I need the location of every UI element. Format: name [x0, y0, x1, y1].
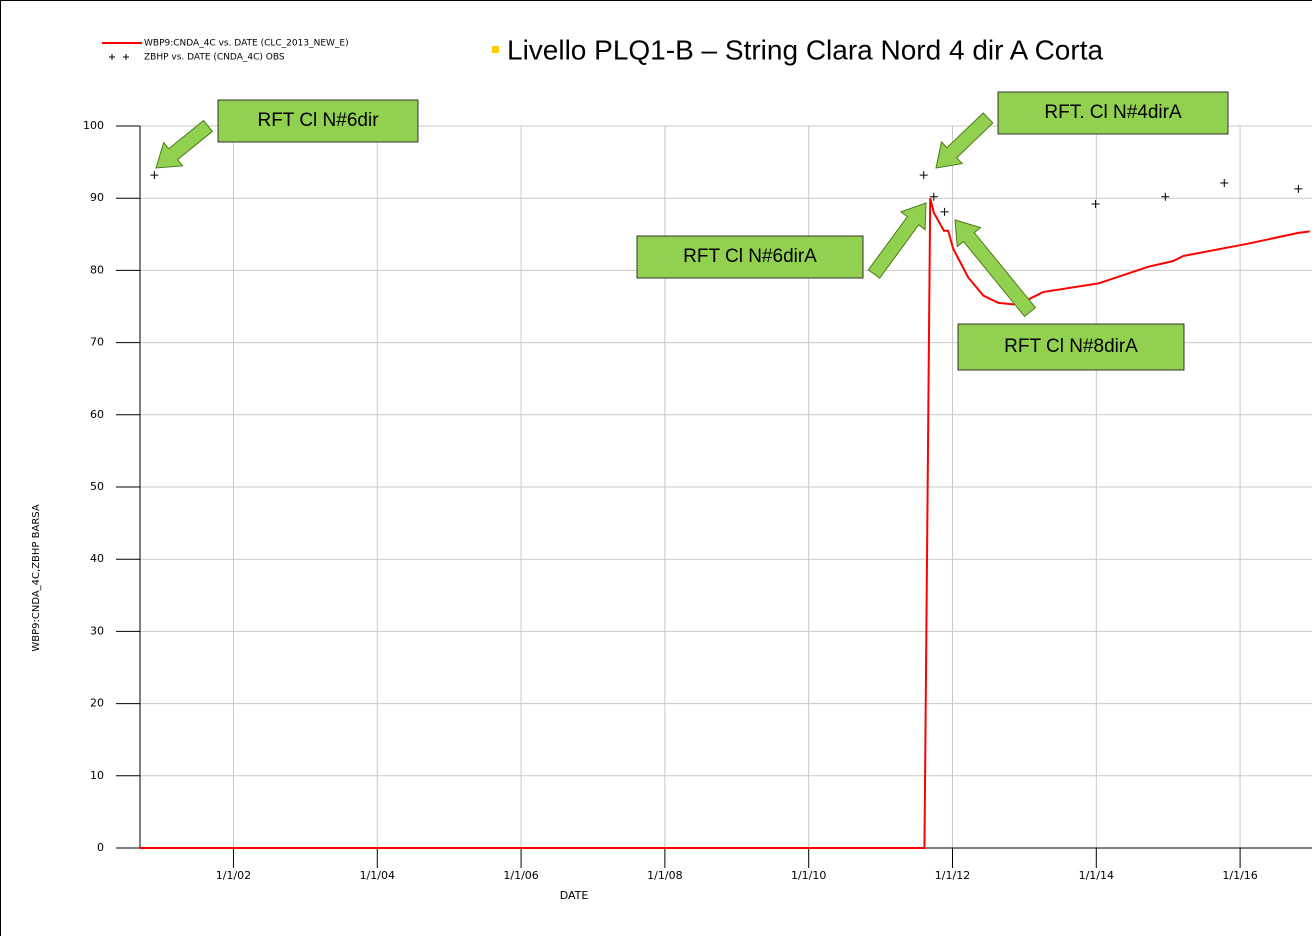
- y-tick-label: 20: [90, 697, 104, 710]
- annotation-box: [997, 91, 1229, 135]
- x-tick-label: 1/1/14: [1079, 869, 1114, 882]
- obs-point: [1294, 184, 1303, 193]
- annotation-box: [217, 99, 419, 143]
- obs-point: [919, 171, 928, 180]
- y-tick-label: 60: [90, 408, 104, 421]
- y-tick-label: 10: [90, 769, 104, 782]
- annotation-box: [957, 323, 1185, 371]
- x-tick-label: 1/1/16: [1222, 869, 1257, 882]
- legend-swatch: [123, 54, 129, 60]
- annotation-arrow: [954, 219, 1037, 318]
- y-tick-label: 100: [83, 119, 104, 132]
- obs-point: [1161, 192, 1170, 201]
- obs-point: [1220, 179, 1229, 188]
- x-tick-label: 1/1/04: [360, 869, 395, 882]
- legend-swatch: [109, 54, 115, 60]
- y-tick-label: 50: [90, 480, 104, 493]
- data-line: [140, 197, 1310, 849]
- annotation-arrow: [155, 119, 214, 169]
- annotation-arrow: [867, 202, 927, 279]
- annotation-box: [636, 235, 864, 279]
- x-tick-label: 1/1/06: [503, 869, 538, 882]
- x-tick-label: 1/1/12: [935, 869, 970, 882]
- obs-point: [940, 207, 949, 216]
- x-axis-label: DATE: [560, 889, 589, 902]
- y-tick-label: 90: [90, 191, 104, 204]
- y-tick-label: 70: [90, 336, 104, 349]
- obs-point: [150, 171, 159, 180]
- annotation-arrow: [935, 112, 994, 169]
- x-tick-label: 1/1/10: [791, 869, 826, 882]
- y-tick-label: 0: [97, 841, 104, 854]
- annotation-text: RFT Cl N#8dirA: [1004, 336, 1138, 357]
- annotation-text: RFT Cl N#6dirA: [683, 246, 817, 267]
- chart-title: Livello PLQ1-B – String Clara Nord 4 dir…: [507, 34, 1103, 65]
- legend-label: WBP9:CNDA_4C vs. DATE (CLC_2013_NEW_E): [144, 39, 349, 49]
- y-axis-label: WBP9:CNDA_4C,ZBHP BARSA: [31, 504, 42, 651]
- obs-point: [929, 192, 938, 201]
- legend-label: ZBHP vs. DATE (CNDA_4C) OBS: [144, 53, 285, 63]
- annotation-text: RFT. Cl N#4dirA: [1044, 102, 1182, 123]
- y-tick-label: 80: [90, 263, 104, 276]
- y-tick-label: 30: [90, 624, 104, 637]
- x-tick-label: 1/1/08: [647, 869, 682, 882]
- obs-point: [1091, 199, 1100, 208]
- x-tick-label: 1/1/02: [216, 869, 251, 882]
- annotation-text: RFT Cl N#6dir: [257, 110, 379, 131]
- title-bullet: [492, 46, 499, 53]
- y-tick-label: 40: [90, 552, 104, 565]
